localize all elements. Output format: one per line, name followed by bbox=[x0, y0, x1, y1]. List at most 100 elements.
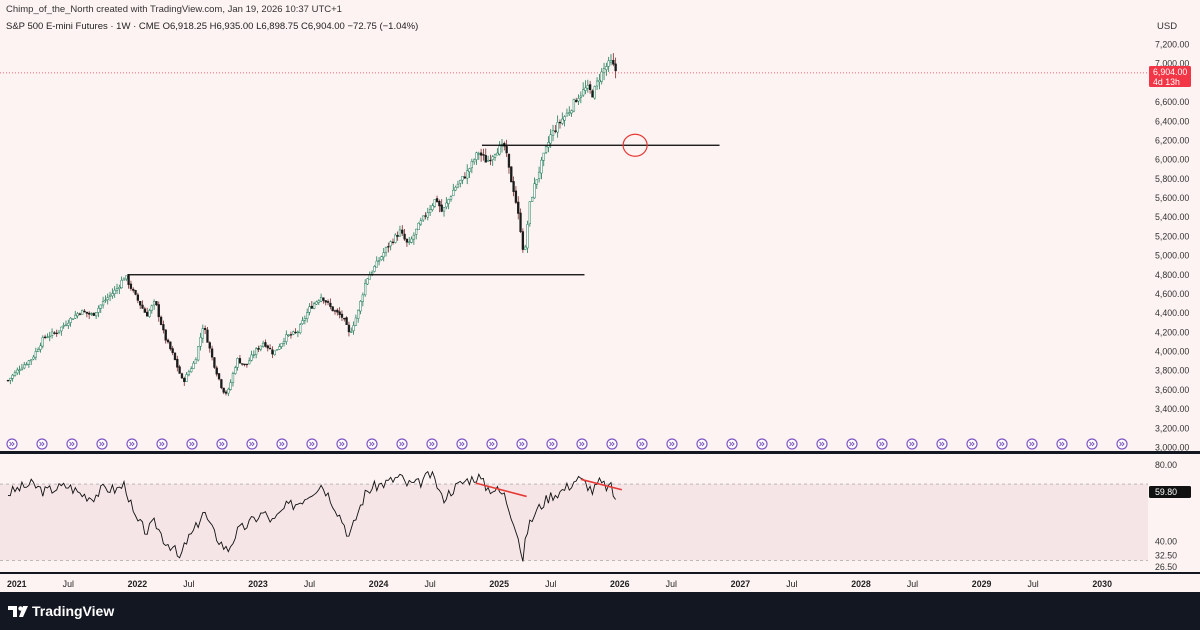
candle-body bbox=[417, 222, 420, 230]
event-marker-chevron bbox=[219, 441, 225, 447]
event-marker-chevron bbox=[549, 441, 555, 447]
price-tick-label: 3,600.00 bbox=[1155, 385, 1189, 395]
candle-body bbox=[519, 212, 522, 232]
price-tick-label: 4,200.00 bbox=[1155, 327, 1189, 337]
candle-body bbox=[528, 201, 531, 224]
time-axis[interactable] bbox=[0, 574, 1200, 592]
candle-body bbox=[197, 346, 200, 361]
currency-label[interactable]: USD bbox=[1157, 21, 1177, 32]
candle-body bbox=[408, 241, 411, 243]
time-tick-label: 2028 bbox=[851, 579, 871, 589]
candle-body bbox=[81, 310, 84, 315]
candle-body bbox=[433, 199, 436, 207]
rsi-tick-label: 32.50 bbox=[1155, 551, 1177, 561]
candle-body bbox=[238, 358, 242, 364]
last-price-badge bbox=[1149, 66, 1191, 87]
price-tick-label: 4,600.00 bbox=[1155, 289, 1189, 299]
candle-body bbox=[280, 343, 283, 347]
candle-body bbox=[282, 341, 286, 344]
candle-body bbox=[556, 122, 559, 133]
candle-body bbox=[178, 366, 181, 374]
candle-body bbox=[278, 346, 281, 350]
candle-body bbox=[139, 301, 142, 306]
candle-body bbox=[92, 312, 95, 316]
candle-body bbox=[301, 320, 304, 325]
candle-body bbox=[113, 289, 116, 294]
last-price-countdown: 4d 13h bbox=[1153, 77, 1180, 87]
candle-body bbox=[398, 229, 402, 237]
tradingview-logo-icon bbox=[8, 606, 28, 617]
candle-body bbox=[157, 304, 160, 318]
price-tick-label: 3,400.00 bbox=[1155, 404, 1189, 414]
candle-body bbox=[303, 318, 307, 321]
event-marker-chevron bbox=[699, 441, 705, 447]
candle-body bbox=[394, 234, 397, 243]
event-marker-chevron bbox=[579, 441, 585, 447]
event-marker-chevron bbox=[189, 441, 195, 447]
candle-body bbox=[111, 293, 114, 297]
last-price-value: 6,904.00 bbox=[1153, 67, 1187, 77]
candle-body bbox=[48, 335, 51, 338]
candle-body bbox=[57, 330, 61, 333]
candle-body bbox=[62, 325, 65, 327]
candle-body bbox=[88, 312, 91, 315]
candle-body bbox=[498, 145, 501, 155]
candle-body bbox=[359, 300, 362, 312]
candle-body bbox=[50, 331, 54, 336]
candle-body bbox=[275, 349, 279, 351]
time-tick-label: 2021 bbox=[7, 579, 27, 589]
candle-body bbox=[322, 297, 325, 301]
candle-body bbox=[217, 373, 221, 380]
candle-body bbox=[387, 246, 390, 248]
event-marker-chevron bbox=[279, 441, 285, 447]
candle-body bbox=[410, 238, 413, 243]
time-tick-label: 2022 bbox=[128, 579, 148, 589]
candle-body bbox=[510, 166, 513, 183]
candle-body bbox=[231, 373, 235, 383]
candle-body bbox=[257, 348, 260, 350]
candle-body bbox=[542, 152, 545, 161]
candle-body bbox=[343, 318, 346, 320]
candle-body bbox=[224, 391, 228, 394]
rsi-price-scale[interactable] bbox=[1148, 454, 1200, 572]
candle-body bbox=[493, 154, 497, 158]
candle-body bbox=[268, 347, 272, 350]
candle-body bbox=[517, 201, 520, 214]
candle-body bbox=[598, 79, 601, 83]
rsi-tick-label: 80.00 bbox=[1155, 460, 1177, 470]
candle-body bbox=[384, 246, 388, 253]
candle-body bbox=[586, 84, 589, 89]
candle-body bbox=[377, 260, 381, 263]
time-tick-label: 2029 bbox=[972, 579, 992, 589]
candle-body bbox=[213, 357, 216, 368]
time-tick-label: Jul bbox=[907, 579, 918, 589]
time-tick-label: 2027 bbox=[731, 579, 751, 589]
candle-body bbox=[361, 294, 364, 302]
candle-body bbox=[607, 60, 610, 67]
time-tick-label: Jul bbox=[666, 579, 677, 589]
event-marker-chevron bbox=[609, 441, 615, 447]
candle-body bbox=[421, 215, 425, 221]
candle-body bbox=[389, 241, 392, 247]
event-marker-chevron bbox=[639, 441, 645, 447]
candle-body bbox=[292, 331, 295, 335]
candle-body bbox=[136, 294, 140, 301]
candle-body bbox=[259, 345, 262, 350]
candle-body bbox=[521, 231, 525, 250]
candle-body bbox=[475, 152, 478, 160]
candle-body bbox=[572, 99, 576, 112]
symbol-info[interactable]: S&P 500 E-mini Futures · 1W · CME O6,918… bbox=[6, 21, 418, 32]
candle-body bbox=[591, 90, 594, 98]
candle-body bbox=[563, 116, 566, 121]
event-marker-chevron bbox=[879, 441, 885, 447]
candle-body bbox=[104, 299, 107, 302]
candle-body bbox=[558, 121, 562, 124]
candle-body bbox=[338, 311, 341, 315]
event-marker-chevron bbox=[69, 441, 75, 447]
candle-body bbox=[250, 354, 253, 361]
candle-body bbox=[540, 159, 543, 174]
candle-body bbox=[90, 313, 93, 315]
candle-body bbox=[150, 305, 153, 311]
pane-divider[interactable] bbox=[0, 451, 1200, 454]
